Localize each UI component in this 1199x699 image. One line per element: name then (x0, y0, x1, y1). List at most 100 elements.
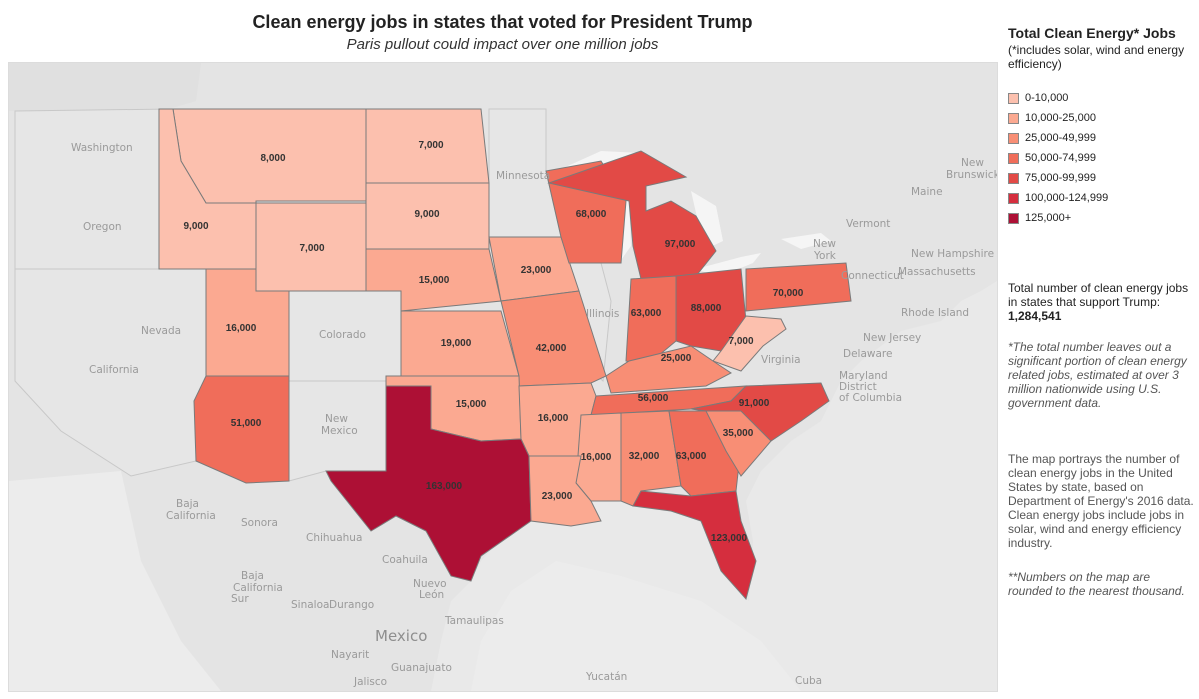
state-idaho[interactable] (158, 108, 257, 270)
lake-huron (691, 191, 723, 249)
state-value-florida: 123,000 (711, 533, 748, 544)
legend-swatch (1008, 152, 1019, 164)
place-label-nuevo: Nuevo (413, 578, 447, 590)
state-value-south-carolina: 35,000 (723, 428, 754, 439)
place-label-yucatán: Yucatán (585, 671, 627, 683)
legend-item[interactable]: 100,000-124,999 (1008, 188, 1108, 208)
state-value-iowa: 23,000 (521, 265, 552, 276)
legend-item[interactable]: 10,000-25,000 (1008, 108, 1108, 128)
legend-swatch (1008, 192, 1019, 204)
footnote-rounding: **Numbers on the map are rounded to the … (1008, 570, 1185, 598)
place-label-oregon: Oregon (83, 221, 122, 233)
legend-label: 100,000-124,999 (1025, 192, 1109, 204)
place-label-new: New (813, 238, 836, 250)
place-label-new: New (961, 157, 984, 169)
place-label-york: York (813, 250, 837, 262)
place-label-of-columbia: of Columbia (839, 392, 902, 404)
place-label-maine: Maine (911, 186, 943, 198)
place-label-mexico: Mexico (321, 425, 358, 437)
legend-title: Total Clean Energy* Jobs (1008, 25, 1176, 41)
state-value-north-dakota: 7,000 (418, 140, 443, 151)
legend-item[interactable]: 25,000-49,999 (1008, 128, 1108, 148)
state-value-missouri: 42,000 (536, 343, 567, 354)
state-value-utah: 16,000 (226, 323, 257, 334)
lake-erie (696, 253, 761, 277)
footnote-total: *The total number leaves out a significa… (1008, 340, 1187, 410)
place-label-vermont: Vermont (846, 218, 890, 230)
place-label-sonora: Sonora (241, 517, 278, 529)
place-label-tamaulipas: Tamaulipas (444, 615, 504, 627)
place-label-coahuila: Coahuila (382, 554, 428, 566)
state-value-wisconsin: 68,000 (576, 209, 607, 220)
state-value-west-virginia: 7,000 (728, 336, 753, 347)
place-label-colorado: Colorado (319, 329, 366, 341)
legend-subtitle: (*includes solar, wind and energy effici… (1008, 43, 1185, 71)
place-label-nayarit: Nayarit (331, 649, 369, 661)
place-label-minnesota: Minnesota (496, 170, 550, 182)
total-jobs-value: 1,284,541 (1008, 309, 1062, 323)
place-label-maryland: Maryland (839, 370, 888, 382)
legend-list: 0-10,000 10,000-25,000 25,000-49,999 50,… (1008, 88, 1108, 228)
state-arizona[interactable] (193, 375, 290, 484)
total-jobs-text: Total number of clean energy jobs in sta… (1008, 281, 1194, 323)
legend-item[interactable]: 50,000-74,999 (1008, 148, 1108, 168)
state-value-mississippi: 16,000 (581, 452, 612, 463)
state-value-south-dakota: 9,000 (414, 209, 439, 220)
place-label-brunswick: Brunswick (946, 169, 997, 181)
legend-swatch (1008, 132, 1019, 144)
legend-item[interactable]: 75,000-99,999 (1008, 168, 1108, 188)
legend-label: 50,000-74,999 (1025, 152, 1096, 164)
legend-swatch (1008, 212, 1019, 224)
place-label-connecticut: Connecticut (841, 270, 904, 282)
state-value-michigan: 97,000 (665, 239, 696, 250)
state-value-texas: 163,000 (426, 481, 463, 492)
state-pennsylvania[interactable] (745, 262, 852, 312)
place-label-delaware: Delaware (843, 348, 892, 360)
state-west-virginia[interactable] (712, 315, 787, 372)
state-value-alabama: 32,000 (629, 451, 660, 462)
state-kentucky[interactable] (605, 345, 732, 394)
legend-swatch (1008, 112, 1019, 124)
page-title: Clean energy jobs in states that voted f… (252, 12, 753, 32)
place-label-district: District (839, 381, 877, 393)
legend-swatch (1008, 92, 1019, 104)
place-label-nevada: Nevada (141, 325, 181, 337)
legend-swatch (1008, 172, 1019, 184)
state-value-tennessee: 56,000 (638, 393, 669, 404)
place-label-león: León (419, 589, 444, 601)
state-value-georgia: 63,000 (676, 451, 707, 462)
place-label-cuba: Cuba (795, 675, 822, 687)
legend-label: 125,000+ (1025, 212, 1072, 224)
place-label-illinois: Illinois (586, 308, 619, 320)
state-florida[interactable] (632, 490, 757, 601)
legend-label: 10,000-25,000 (1025, 112, 1096, 124)
state-value-arizona: 51,000 (231, 418, 262, 429)
state-value-north-carolina: 91,000 (739, 398, 770, 409)
place-label-rhode-island: Rhode Island (901, 307, 969, 319)
legend-item[interactable]: 0-10,000 (1008, 88, 1108, 108)
legend-item[interactable]: 125,000+ (1008, 208, 1108, 228)
place-label-chihuahua: Chihuahua (306, 532, 362, 544)
place-label-baja: Baja (241, 570, 264, 582)
state-value-nebraska: 15,000 (419, 275, 450, 286)
place-label-durango: Durango (329, 599, 374, 611)
state-value-arkansas: 16,000 (538, 413, 569, 424)
region-washington-oregon (14, 108, 172, 270)
place-label-baja: Baja (176, 498, 199, 510)
state-texas[interactable] (325, 385, 532, 582)
place-label-new-hampshire: New Hampshire (911, 248, 994, 260)
total-jobs-label: Total number of clean energy jobs in sta… (1008, 281, 1189, 309)
lake-ontario (781, 233, 831, 249)
state-south-carolina[interactable] (705, 410, 772, 477)
place-label-sur: Sur (231, 593, 249, 605)
place-label-guanajuato: Guanajuato (391, 662, 452, 674)
state-michigan[interactable] (547, 150, 717, 280)
place-label-new-jersey: New Jersey (863, 332, 921, 344)
map-view[interactable]: 8,000 7,000 9,000 9,000 7,000 15,000 16,000 19,… (8, 62, 998, 692)
legend-label: 0-10,000 (1025, 92, 1069, 104)
place-label-new: New (325, 413, 348, 425)
state-value-louisiana: 23,000 (542, 491, 573, 502)
legend-label: 25,000-49,999 (1025, 132, 1096, 144)
state-louisiana[interactable] (528, 455, 602, 527)
place-label-massachusetts: Massachusetts (898, 266, 976, 278)
